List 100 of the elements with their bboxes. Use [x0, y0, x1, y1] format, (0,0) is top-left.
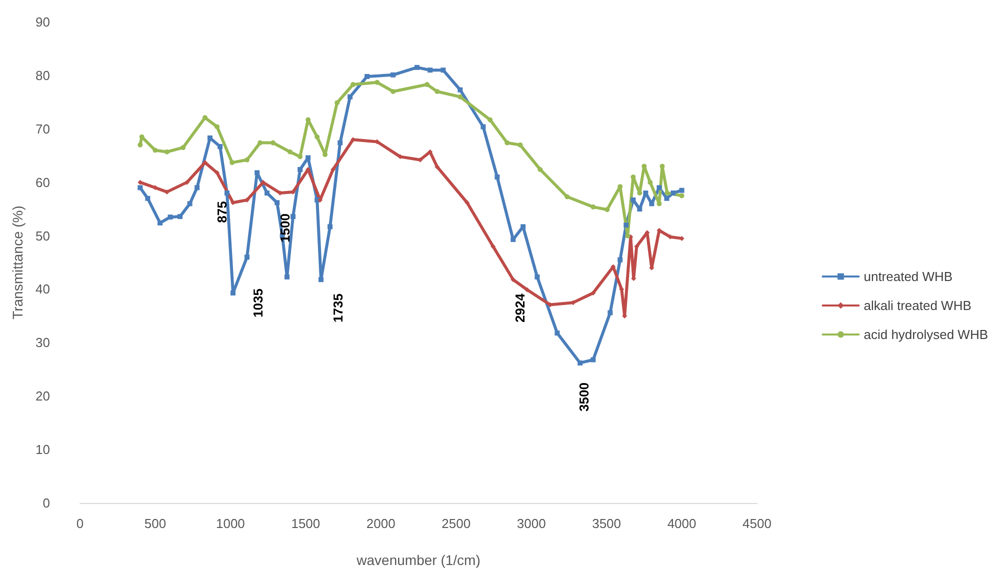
x-axis-title: wavenumber (1/cm)	[356, 552, 480, 568]
point	[656, 185, 662, 190]
x-tick-label: 4500	[742, 516, 772, 531]
point	[290, 214, 296, 220]
point	[214, 170, 220, 176]
y-tick-label: 30	[36, 335, 50, 350]
point	[414, 64, 420, 70]
point	[258, 140, 263, 146]
point	[254, 170, 260, 176]
point	[648, 180, 653, 185]
point	[145, 196, 150, 201]
annotation: 1735	[330, 294, 346, 322]
point	[538, 167, 543, 172]
x-tick-label: 4000	[667, 516, 696, 531]
point	[564, 194, 570, 200]
point	[660, 164, 665, 169]
point	[260, 180, 266, 185]
point	[138, 142, 143, 148]
y-tick-label: 60	[36, 174, 50, 190]
point	[458, 87, 463, 92]
y-tick-label: 50	[36, 228, 50, 244]
point	[306, 155, 311, 160]
point	[624, 222, 629, 228]
point	[334, 100, 340, 106]
point	[274, 200, 280, 206]
point	[202, 160, 208, 166]
point	[390, 88, 396, 94]
y-tick-label: 90	[36, 14, 50, 30]
point	[664, 196, 670, 201]
annotation: 3500	[576, 382, 592, 412]
point	[656, 201, 662, 206]
point	[152, 148, 158, 153]
legend-label: alkali treated WHB	[864, 298, 972, 313]
point	[618, 257, 623, 262]
x-tick-label: 2500	[442, 516, 471, 531]
point	[520, 224, 526, 230]
y-tick-label: 0	[42, 496, 50, 510]
legend-label: untreated WHB	[864, 269, 953, 284]
point	[284, 274, 290, 280]
point	[630, 197, 636, 202]
y-axis-title: Transmittance (%)	[10, 206, 26, 320]
point	[590, 357, 596, 362]
point	[270, 140, 276, 146]
point	[187, 201, 192, 206]
point	[637, 190, 642, 196]
point	[207, 135, 212, 140]
point	[318, 197, 323, 202]
point	[434, 88, 440, 94]
y-tick-label: 70	[36, 121, 50, 136]
point	[664, 190, 670, 196]
point	[554, 330, 560, 336]
legend-label: acid hydrolysed WHB	[864, 327, 988, 342]
annotation: 1500	[278, 214, 292, 242]
point	[490, 244, 496, 249]
point	[348, 94, 353, 100]
annotation: 2924	[512, 292, 528, 322]
point	[464, 200, 470, 206]
x-tick-label: 3500	[592, 516, 622, 531]
point	[218, 144, 223, 150]
point	[194, 185, 200, 190]
point	[164, 149, 170, 154]
point	[625, 233, 630, 238]
x-tick-label: 500	[144, 516, 166, 531]
point	[604, 207, 610, 212]
point	[590, 290, 596, 296]
point	[298, 167, 303, 172]
point	[288, 149, 293, 154]
point	[637, 206, 642, 212]
point	[314, 134, 320, 140]
point	[458, 94, 463, 100]
point	[608, 310, 613, 316]
point	[440, 68, 446, 73]
point	[180, 145, 186, 150]
point	[524, 287, 530, 292]
x-tick-label: 0	[76, 516, 84, 531]
point	[428, 68, 433, 73]
point	[230, 290, 236, 296]
point	[670, 190, 676, 196]
point	[374, 80, 380, 85]
point	[510, 237, 516, 242]
point	[350, 82, 356, 88]
point	[518, 142, 523, 148]
annotation: 1035	[250, 288, 266, 318]
point	[364, 74, 370, 80]
point	[178, 214, 183, 220]
x-tick-label: 1000	[216, 516, 245, 531]
point	[649, 201, 654, 206]
point	[488, 117, 493, 122]
point	[679, 188, 684, 193]
x-tick-label: 1500	[291, 516, 320, 531]
x-tick-label: 3000	[516, 516, 546, 531]
point	[494, 174, 500, 180]
point	[630, 174, 636, 180]
x-tick-label: 2000	[366, 516, 396, 531]
point	[328, 224, 333, 230]
point	[434, 164, 440, 170]
point	[298, 154, 303, 160]
point	[643, 190, 648, 196]
y-tick-label: 40	[36, 282, 50, 297]
point	[578, 360, 583, 366]
